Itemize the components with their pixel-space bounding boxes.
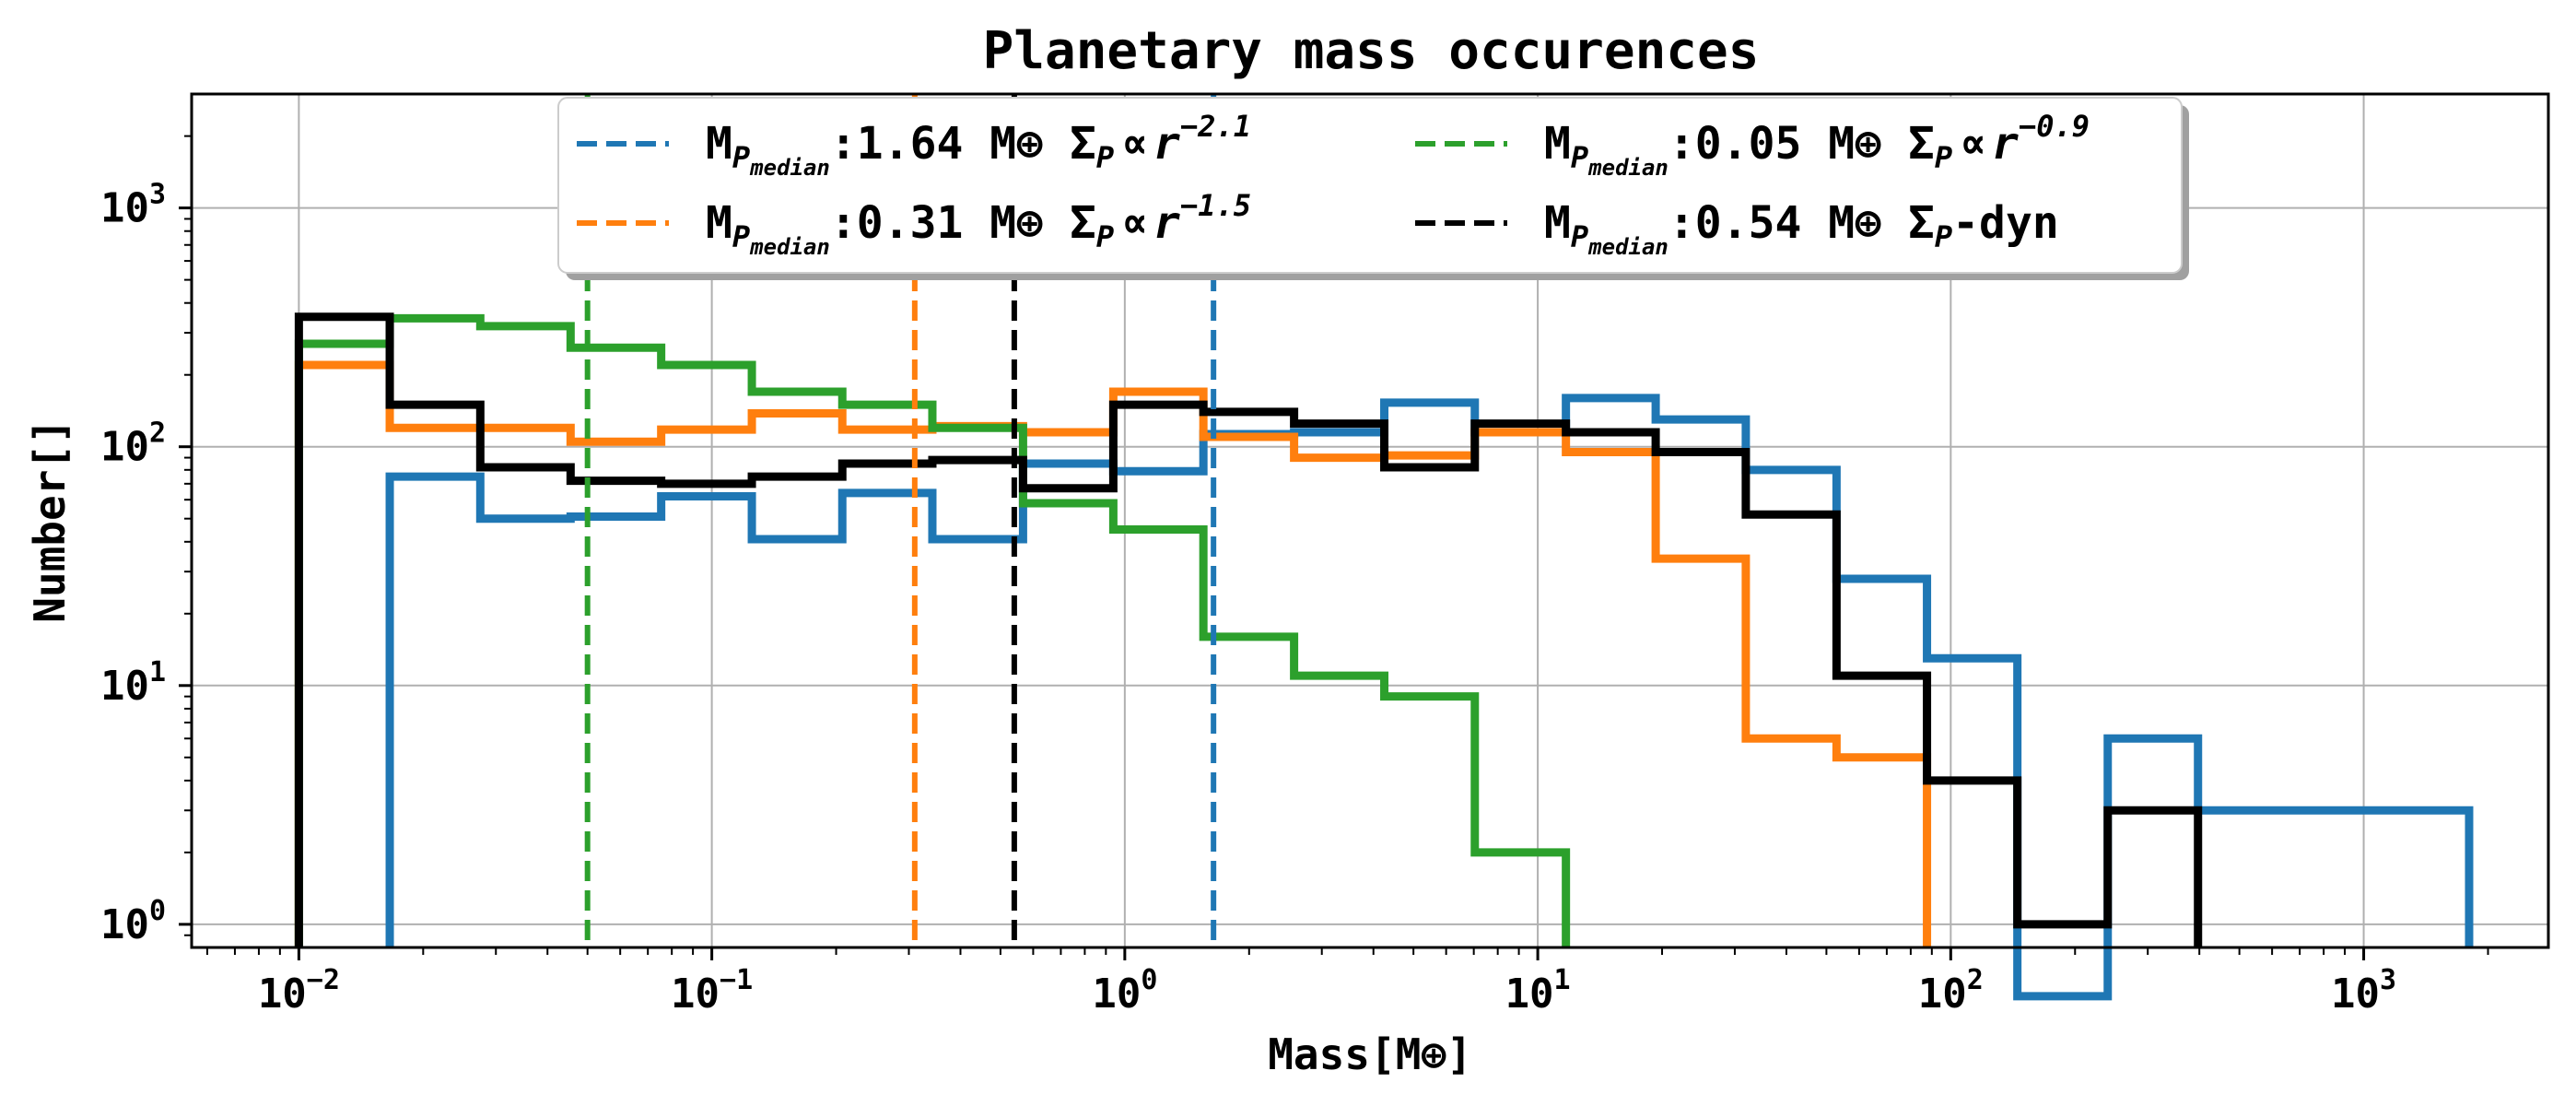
- legend-sigma-sub: P: [1096, 140, 1114, 175]
- legend-label-orange: MPmedian:0.31 M⊕ ΣP ∝ r−1.5: [706, 188, 1251, 260]
- legend-sigma-sub: P: [1935, 219, 1952, 254]
- legend-m-sub: P: [732, 140, 750, 175]
- legend-unit: M⊕: [1828, 197, 1908, 249]
- legend-r: r: [1992, 118, 2019, 170]
- legend-sigma: Σ: [1908, 118, 1935, 170]
- legend-label-black: MPmedian:0.54 M⊕ ΣP-dyn: [1544, 197, 2059, 260]
- legend-sigma: Σ: [1070, 197, 1096, 249]
- legend-relation: ∝: [1121, 197, 1148, 249]
- y-tick-label-1: 101: [100, 656, 166, 710]
- legend-sigma: Σ: [1908, 197, 1935, 249]
- x-tick-label-1: 10−1: [671, 964, 753, 1018]
- legend-m-subsub: median: [1587, 155, 1669, 181]
- y-tick-exp: 1: [149, 656, 166, 688]
- chart-title: Planetary mass occurences: [983, 21, 1760, 81]
- legend-unit: M⊕: [989, 197, 1070, 249]
- legend-exp: −1.5: [1180, 188, 1251, 223]
- histogram-blue: [385, 394, 2474, 1001]
- legend-value: :0.05: [1669, 118, 1828, 170]
- x-tick-base: 10: [1092, 971, 1141, 1018]
- x-tick-label-0: 10−2: [258, 964, 340, 1018]
- legend-suffix: -dyn: [1952, 197, 2059, 249]
- legend-r: r: [1153, 197, 1180, 249]
- x-tick-label-4: 102: [1918, 964, 1984, 1018]
- x-axis-label: Mass[M⊕]: [1268, 1030, 1472, 1079]
- legend-m-subsub: median: [749, 234, 830, 260]
- legend-r: r: [1153, 118, 1180, 170]
- x-tick-exp: −1: [720, 964, 753, 996]
- legend-unit: M⊕: [989, 118, 1070, 170]
- legend-sigma: Σ: [1070, 118, 1096, 170]
- legend-sigma-sub: P: [1935, 140, 1952, 175]
- legend-exp: −2.1: [1180, 109, 1251, 144]
- x-tick-base: 10: [671, 971, 720, 1018]
- legend-relation: ∝: [1960, 118, 1986, 170]
- legend-m: M: [1544, 118, 1571, 170]
- x-tick-base: 10: [1505, 971, 1554, 1018]
- legend-m: M: [706, 118, 732, 170]
- legend-m: M: [1544, 197, 1571, 249]
- histogram-orange: [294, 360, 1932, 947]
- x-tick-base: 10: [1918, 971, 1967, 1018]
- legend-m-sub: P: [732, 219, 750, 254]
- x-tick-label-2: 100: [1092, 964, 1157, 1018]
- y-tick-base: 10: [100, 901, 149, 948]
- legend-sigma-sub: P: [1096, 219, 1114, 254]
- y-tick-label-2: 102: [100, 418, 166, 471]
- legend-m-sub: P: [1571, 219, 1588, 254]
- x-tick-exp: 0: [1141, 964, 1157, 996]
- x-tick-exp: 1: [1554, 964, 1571, 996]
- y-tick-label-0: 100: [100, 895, 166, 948]
- legend-exp: −0.9: [2019, 109, 2090, 144]
- legend-value: :0.31: [830, 197, 989, 249]
- y-tick-base: 10: [100, 424, 149, 471]
- legend-m-sub: P: [1571, 140, 1588, 175]
- x-tick-exp: 2: [1967, 964, 1984, 996]
- x-tick-label-3: 101: [1505, 964, 1571, 1018]
- legend-m-subsub: median: [1587, 234, 1669, 260]
- legend-m-subsub: median: [749, 155, 830, 181]
- y-tick-label-3: 103: [100, 179, 166, 232]
- x-tick-exp: 3: [2380, 964, 2396, 996]
- median-layer: [584, 94, 1217, 947]
- legend-value: :1.64: [830, 118, 989, 170]
- histogram-green: [294, 313, 1571, 947]
- legend-relation: ∝: [1121, 118, 1148, 170]
- legend-label-green: MPmedian:0.05 M⊕ ΣP ∝ r−0.9: [1544, 109, 2090, 181]
- y-tick-base: 10: [100, 663, 149, 710]
- legend-unit: M⊕: [1828, 118, 1908, 170]
- x-tick-base: 10: [2331, 971, 2380, 1018]
- legend-box: [557, 97, 2183, 274]
- plot-frame: [190, 92, 2550, 949]
- x-tick-label-5: 103: [2331, 964, 2396, 1018]
- legend-m: M: [706, 197, 732, 249]
- y-tick-base: 10: [100, 185, 149, 232]
- y-tick-exp: 3: [149, 179, 166, 211]
- legend-value: :0.54: [1669, 197, 1828, 249]
- x-tick-exp: −2: [307, 964, 340, 996]
- y-tick-exp: 0: [149, 895, 166, 927]
- y-axis-label: Number[]: [25, 418, 75, 623]
- x-tick-base: 10: [258, 971, 307, 1018]
- y-tick-exp: 2: [149, 418, 166, 450]
- legend-label-blue: MPmedian:1.64 M⊕ ΣP ∝ r−2.1: [706, 109, 1251, 181]
